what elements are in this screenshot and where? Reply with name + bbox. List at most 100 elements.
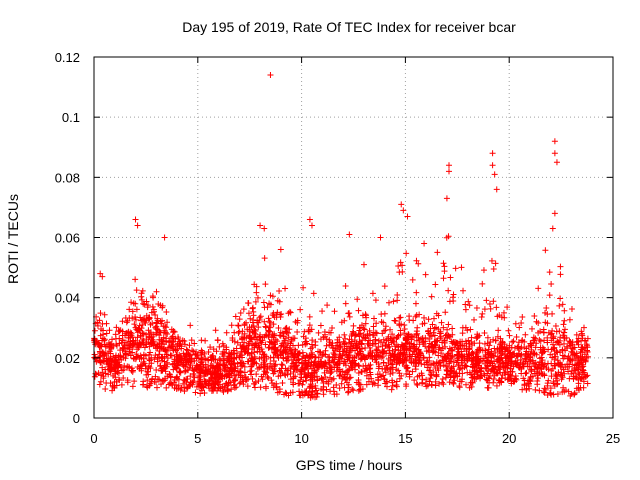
data-point (553, 328, 560, 335)
data-point (271, 314, 278, 321)
data-point (373, 320, 380, 327)
data-point (272, 341, 279, 348)
data-point (471, 363, 478, 370)
data-point (198, 359, 205, 366)
data-point (558, 363, 565, 370)
data-point (269, 380, 276, 387)
data-point (521, 355, 528, 362)
data-point (119, 345, 126, 352)
data-point (359, 312, 366, 319)
data-point (180, 380, 187, 387)
data-point (515, 345, 522, 352)
data-point (263, 369, 270, 376)
data-point (409, 351, 416, 358)
data-point (339, 368, 346, 375)
data-point (355, 307, 362, 314)
data-point (420, 338, 427, 345)
data-point (512, 320, 519, 327)
data-point (435, 346, 442, 353)
data-point (170, 366, 177, 373)
data-point (472, 353, 479, 360)
data-point (162, 368, 169, 375)
data-point (573, 360, 580, 367)
data-point (146, 343, 153, 350)
data-point (575, 341, 582, 348)
data-point (188, 337, 195, 344)
data-point (379, 330, 386, 337)
data-point (107, 368, 114, 375)
data-point (311, 369, 318, 376)
data-point (413, 337, 420, 344)
data-point (249, 319, 256, 326)
data-point (302, 354, 309, 361)
data-point (101, 336, 108, 343)
data-point (300, 333, 307, 340)
data-point (101, 358, 108, 365)
data-point (256, 349, 263, 356)
data-point (97, 270, 104, 277)
data-point (252, 298, 259, 305)
data-point (254, 348, 261, 355)
data-point (464, 357, 471, 364)
data-point (506, 344, 513, 351)
data-point (378, 318, 385, 325)
data-point (410, 317, 417, 324)
data-point (450, 379, 457, 386)
data-point (298, 360, 305, 367)
data-point (214, 337, 221, 344)
data-point (345, 351, 352, 358)
data-point (561, 307, 568, 314)
data-point (275, 354, 282, 361)
data-point (279, 380, 286, 387)
data-point (231, 377, 238, 384)
data-point (309, 388, 316, 395)
data-point (432, 378, 439, 385)
data-point (481, 372, 488, 379)
data-point (187, 322, 194, 329)
data-point (519, 386, 526, 393)
data-point (372, 297, 379, 304)
data-point (277, 343, 284, 350)
data-point (552, 353, 559, 360)
data-point (360, 353, 367, 360)
data-point (248, 324, 255, 331)
data-point (186, 342, 193, 349)
data-point (535, 375, 542, 382)
data-point (483, 376, 490, 383)
data-point (177, 386, 184, 393)
data-point (421, 314, 428, 321)
data-point (117, 327, 124, 334)
data-point (210, 356, 217, 363)
data-point (454, 346, 461, 353)
data-point (109, 336, 116, 343)
data-point (113, 368, 120, 375)
data-point (369, 332, 376, 339)
data-point (274, 338, 281, 345)
data-point (437, 328, 444, 335)
data-point (333, 391, 340, 398)
data-point (580, 378, 587, 385)
data-point (487, 305, 494, 312)
data-point (143, 298, 150, 305)
data-point (418, 360, 425, 367)
data-point (465, 337, 472, 344)
data-point (283, 367, 290, 374)
data-point (548, 367, 555, 374)
data-point (411, 343, 418, 350)
data-point (183, 384, 190, 391)
data-point (270, 365, 277, 372)
data-point (212, 327, 219, 334)
data-point (301, 328, 308, 335)
data-point (299, 355, 306, 362)
data-point (262, 385, 269, 392)
data-point (398, 201, 405, 208)
data-point (165, 344, 172, 351)
data-point (331, 364, 338, 371)
data-point (500, 309, 507, 316)
data-point (384, 364, 391, 371)
data-point (282, 285, 289, 292)
data-point (510, 338, 517, 345)
data-point (238, 359, 245, 366)
data-point (481, 306, 488, 313)
data-point (426, 358, 433, 365)
